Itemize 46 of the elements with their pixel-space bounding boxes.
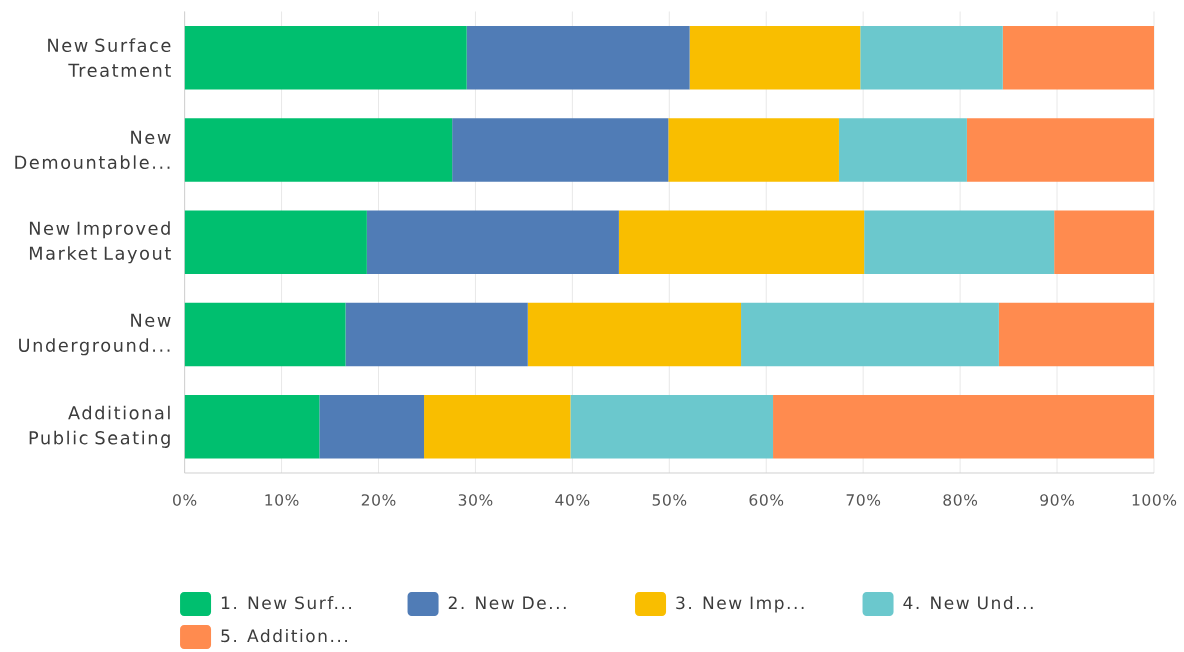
bar	[452, 118, 669, 182]
bar	[319, 395, 425, 459]
bar	[773, 395, 1154, 459]
legend-label: 4. New Und...	[903, 596, 1033, 610]
legend-label: 5. Addition...	[221, 629, 347, 643]
bar	[184, 302, 346, 367]
bar	[1054, 210, 1154, 274]
x-tick-label: 0%	[173, 494, 197, 506]
bar	[184, 395, 320, 459]
y-tick-label: New Demountable...	[15, 130, 171, 170]
bar	[570, 395, 774, 459]
bar	[966, 118, 1154, 182]
x-tick-label: 90%	[1040, 494, 1075, 506]
bar	[864, 210, 1055, 274]
bar	[184, 118, 453, 182]
y-tick-label: Additional Public Seating	[29, 405, 170, 448]
legend-label: 3. New Imp...	[676, 596, 804, 613]
legend-label: 2. New De...	[448, 596, 566, 610]
x-tick-label: 30%	[458, 494, 493, 506]
bar	[998, 302, 1154, 367]
bar	[1002, 25, 1154, 90]
x-tick-label: 20%	[361, 494, 396, 506]
bar	[689, 25, 861, 90]
bar	[184, 25, 467, 90]
bar	[838, 118, 967, 182]
legend-label: 1. New Surf...	[221, 596, 351, 610]
y-tick-label: New Underground...	[19, 313, 171, 356]
bar	[668, 118, 839, 182]
bar	[424, 395, 571, 459]
bar	[527, 302, 742, 367]
bar	[466, 25, 690, 90]
bar	[366, 210, 619, 274]
bar	[860, 25, 1003, 90]
x-tick-label: 100%	[1132, 494, 1177, 506]
x-tick-label: 10%	[265, 494, 299, 506]
x-tick-label: 70%	[846, 494, 881, 506]
bar	[345, 302, 528, 367]
bar	[618, 210, 865, 274]
y-tick-label: New Improved Market Layout	[29, 221, 171, 264]
y-tick-label: New Surface Treatment	[48, 38, 171, 78]
x-tick-label: 80%	[943, 494, 978, 506]
x-tick-label: 60%	[749, 494, 784, 506]
bar	[184, 210, 367, 274]
bar	[741, 302, 999, 367]
x-tick-label: 50%	[652, 494, 687, 506]
x-tick-label: 40%	[555, 494, 590, 506]
